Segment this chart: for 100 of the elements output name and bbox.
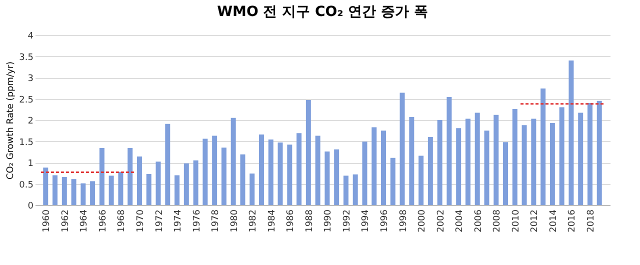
y-axis-title: CO₂ Growth Rate (ppm/yr)	[6, 61, 16, 180]
y-tick-label: 2.5	[19, 95, 34, 106]
y-tick-label: 3.5	[19, 52, 34, 63]
bar	[306, 100, 311, 205]
bar	[596, 100, 602, 205]
bar	[43, 168, 48, 205]
x-tick-label: 1978	[211, 209, 222, 232]
y-tick-label: 4	[28, 32, 34, 42]
bar	[494, 114, 499, 205]
y-tick-label: 2	[28, 116, 34, 126]
x-tick-label: 1986	[286, 209, 296, 232]
bar	[587, 103, 592, 205]
x-tick-label: 1972	[154, 210, 165, 232]
x-tick-label: 1966	[98, 209, 108, 232]
bar	[550, 122, 555, 205]
bar	[71, 179, 76, 205]
x-tick-label: 2004	[455, 209, 466, 232]
bar	[296, 133, 302, 205]
bar	[343, 176, 348, 205]
bar	[221, 148, 226, 205]
bar	[268, 140, 274, 205]
bar	[484, 130, 490, 205]
chart-title: WMO 전 지구 CO₂ 연간 증가 폭	[217, 4, 428, 20]
bar	[128, 148, 133, 205]
x-tick-label: 1992	[342, 210, 352, 232]
y-tick-label: 3	[28, 74, 34, 84]
x-tick-label: 1970	[136, 209, 146, 232]
bar	[52, 175, 58, 205]
bar	[474, 112, 480, 205]
x-tick-label: 1974	[174, 209, 184, 232]
bar	[428, 137, 433, 205]
bar	[465, 118, 470, 205]
bar	[522, 125, 527, 205]
x-tick-label: 2010	[511, 209, 522, 232]
x-tick-label: 1982	[248, 210, 259, 232]
x-tick-label: 1998	[398, 209, 409, 232]
bar	[409, 117, 414, 205]
bar	[108, 176, 114, 205]
bar	[503, 142, 508, 205]
y-tick-label: 0.5	[19, 180, 34, 190]
bar	[165, 124, 170, 205]
x-tick-label: 1976	[192, 209, 202, 232]
bar	[202, 138, 208, 205]
x-tick-label: 2014	[548, 209, 559, 232]
x-tick-label: 2002	[436, 210, 446, 232]
bar	[324, 151, 330, 205]
x-tick-label: 1984	[267, 209, 278, 232]
bar	[62, 176, 67, 205]
bar	[278, 142, 283, 205]
y-tick-label: 1.5	[19, 138, 34, 148]
bar	[352, 174, 358, 205]
bar	[174, 175, 180, 205]
x-tick-label: 1962	[60, 210, 71, 232]
bar	[184, 163, 189, 205]
x-tick-label: 1994	[361, 209, 372, 232]
bar	[90, 181, 96, 205]
x-tick-label: 1988	[304, 209, 315, 232]
bar	[156, 162, 161, 205]
bar	[193, 160, 198, 205]
bar	[456, 128, 462, 205]
bar	[418, 156, 424, 205]
bar	[540, 88, 546, 205]
x-tick-label: 1990	[324, 209, 334, 232]
y-tick-label: 0	[28, 202, 34, 212]
bar	[437, 120, 442, 205]
x-tick-label: 1980	[230, 209, 240, 232]
bar	[212, 136, 218, 205]
bar	[531, 118, 536, 205]
x-tick-label: 2016	[568, 209, 578, 232]
bar	[400, 92, 405, 205]
x-tick-label: 1968	[117, 209, 128, 232]
bar	[559, 107, 564, 205]
bar	[512, 108, 518, 205]
bar	[240, 154, 246, 205]
y-tick-label: 1	[28, 159, 34, 169]
x-tick-label: 1964	[80, 209, 90, 232]
bar	[446, 97, 452, 205]
bar	[381, 130, 386, 205]
bar	[146, 174, 152, 205]
x-tick-label: 2012	[530, 210, 540, 232]
bar	[315, 136, 320, 205]
bar	[390, 158, 396, 205]
x-tick-label: 2000	[418, 209, 428, 232]
bar	[287, 144, 292, 205]
bar	[80, 183, 86, 205]
bar	[250, 174, 255, 205]
bar	[118, 172, 124, 205]
bar	[362, 142, 368, 205]
x-tick-label: 1996	[380, 209, 390, 232]
bar	[99, 148, 104, 205]
bar	[230, 118, 236, 205]
bar	[258, 134, 264, 205]
x-tick-label: 2008	[492, 209, 503, 232]
x-tick-label: 2018	[586, 209, 596, 232]
bar	[578, 112, 584, 205]
bar	[334, 149, 340, 205]
bar	[568, 60, 574, 205]
x-tick-label: 2006	[474, 209, 484, 232]
bar	[136, 156, 142, 205]
x-tick-label: 1960	[42, 209, 52, 232]
